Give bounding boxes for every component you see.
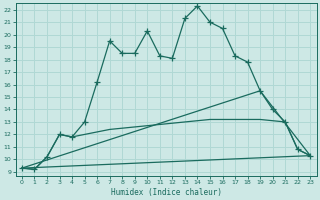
- X-axis label: Humidex (Indice chaleur): Humidex (Indice chaleur): [111, 188, 221, 197]
